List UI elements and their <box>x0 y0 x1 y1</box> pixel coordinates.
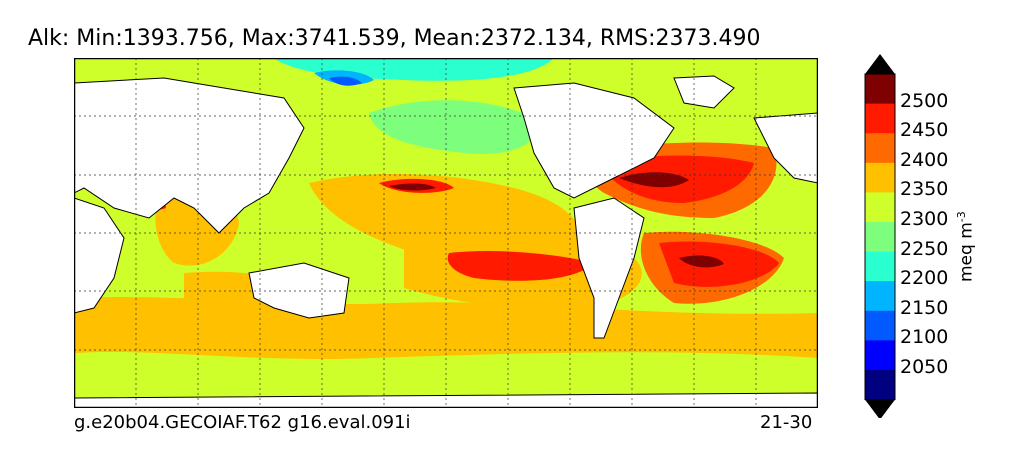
colorbar <box>862 52 898 422</box>
zone-north-atlantic-max <box>619 172 689 188</box>
colorbar-segment <box>865 103 895 134</box>
colorbar-segment <box>865 310 895 341</box>
colorbar-segment <box>865 192 895 223</box>
colorbar-segment <box>865 370 895 401</box>
colorbar-frame <box>864 73 896 401</box>
colorbar-tick-label: 2300 <box>900 208 949 230</box>
map-title: Alk: Min:1393.756, Max:3741.539, Mean:23… <box>28 26 761 51</box>
map-frame <box>73 57 819 409</box>
zone-south-pacific-red <box>447 251 594 281</box>
colorbar-segment <box>865 222 895 253</box>
alkalinity-map <box>73 57 819 409</box>
colorbar-tick-label: 2350 <box>900 178 949 201</box>
land-australia <box>248 262 350 319</box>
map-canvas <box>73 57 819 409</box>
colorbar-over-triangle <box>865 54 895 74</box>
colorbar-tick-label: 2400 <box>900 148 949 171</box>
zone-north-pacific-max <box>389 183 436 191</box>
colorbar-tick-label: 2250 <box>900 237 949 260</box>
colorbar-svg <box>864 54 896 420</box>
colorbar-under-triangle <box>865 399 895 420</box>
colorbar-segment <box>865 74 895 105</box>
colorbar-tick-label: 2450 <box>900 119 949 142</box>
land-south-america <box>573 197 645 339</box>
zone-south-atlantic-max <box>679 255 724 268</box>
land-north-america <box>513 82 675 199</box>
colorbar-segment <box>865 340 895 371</box>
years-label: 21-30 <box>760 412 813 433</box>
colorbar-segment <box>865 133 895 164</box>
colorbar-segment <box>865 251 895 282</box>
zone-north-pacific-low <box>369 100 536 154</box>
colorbar-tick-label: 2100 <box>900 326 949 349</box>
colorbar-tick-label: 2150 <box>900 296 949 319</box>
colorbar-tick-label: 2200 <box>900 267 949 290</box>
case-name-label: g.e20b04.GECOIAF.T62 g16.eval.091i <box>74 412 411 433</box>
land-greenland <box>673 75 735 109</box>
land-eurasia-africa <box>73 77 305 234</box>
zone-bering-lowest <box>329 76 362 86</box>
colorbar-units-label: meq m-3 <box>955 211 977 282</box>
colorbar-segment <box>865 281 895 312</box>
map-gridlines <box>74 58 818 408</box>
colorbar-segment <box>865 162 895 193</box>
colorbar-tick-label: 2500 <box>900 89 949 112</box>
colorbar-tick-label: 2050 <box>900 356 949 378</box>
